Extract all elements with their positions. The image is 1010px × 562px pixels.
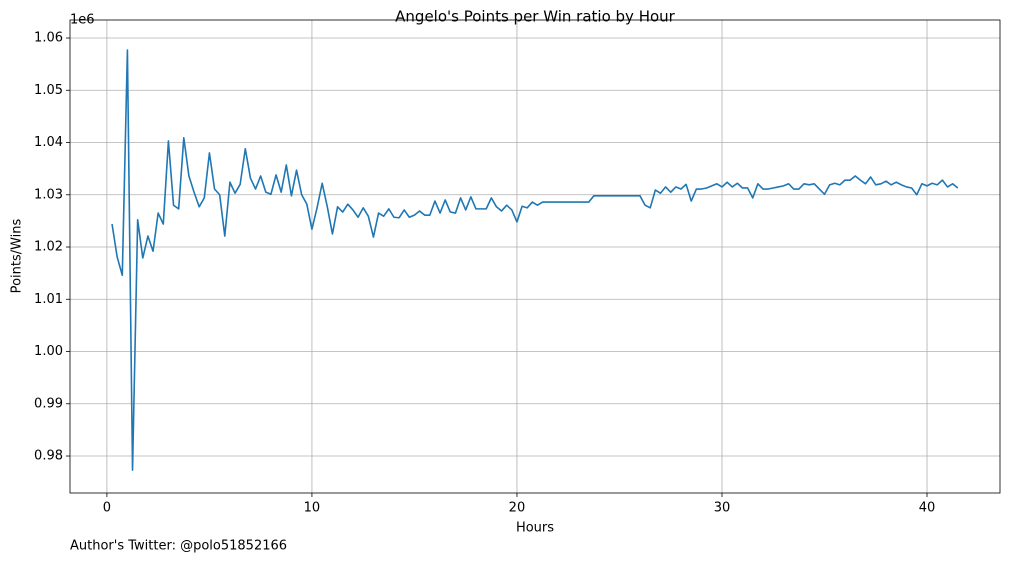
x-tick-label: 20	[509, 501, 526, 516]
x-axis-label: Hours	[516, 521, 554, 536]
y-tick-label: 1.01	[34, 292, 63, 307]
y-tick-label: 1.00	[34, 344, 63, 359]
y-tick-label: 0.99	[34, 396, 63, 411]
x-tick-label: 0	[103, 501, 111, 516]
x-tick-label: 10	[304, 501, 321, 516]
chart-title: Angelo's Points per Win ratio by Hour	[395, 8, 676, 26]
y-tick-label: 1.02	[34, 240, 63, 255]
x-tick-label: 30	[714, 501, 731, 516]
y-tick-label: 1.05	[34, 83, 63, 98]
data-line	[111, 49, 959, 471]
y-tick-label: 1.03	[34, 187, 63, 202]
plot-frame	[69, 19, 1001, 494]
y-tick-label: 0.98	[34, 449, 63, 464]
y-axis-label: Points/Wins	[10, 218, 25, 293]
footnote: Author's Twitter: @polo51852166	[70, 539, 287, 554]
x-tick-label: 40	[919, 501, 936, 516]
y-tick-label: 1.04	[34, 135, 63, 150]
y-tick-label: 1.06	[34, 31, 63, 46]
